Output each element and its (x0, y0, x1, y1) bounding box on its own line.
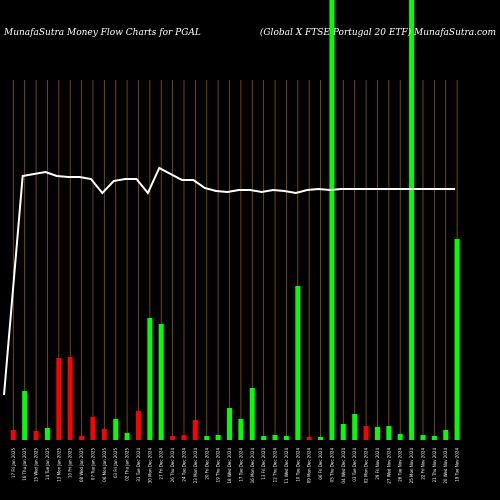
x-tick-label: 06 Mon Jan 2025 (102, 448, 107, 482)
money-flow-bar (192, 420, 198, 440)
money-flow-bar (56, 358, 62, 440)
money-flow-bar (227, 408, 233, 440)
x-tick-label: 19 Thu Dec 2024 (216, 448, 221, 483)
money-flow-bar (249, 388, 255, 440)
x-tick-label: 10 Fri Jan 2025 (68, 448, 73, 478)
money-flow-bar (204, 436, 210, 440)
money-flow-bar (90, 417, 96, 440)
money-flow-bar (170, 436, 176, 440)
x-tick-label: 30 Mon Dec 2024 (147, 448, 152, 484)
money-flow-bar (113, 419, 119, 440)
money-flow-bar (363, 426, 369, 440)
chart-title-left: MunafaSutra Money Flow Charts for PGAL (3, 28, 201, 38)
money-flow-bar (101, 429, 107, 440)
money-flow-bar (454, 239, 460, 440)
x-tick-label: 04 Wed Dec 2024 (341, 448, 346, 484)
money-flow-bar (352, 414, 358, 440)
x-tick-label: 13 Fri Dec 2024 (261, 448, 266, 480)
money-flow-bar (124, 433, 130, 440)
price-line-layer (3, 166, 456, 396)
price-line (3, 166, 456, 396)
money-flow-bar (158, 324, 164, 440)
money-flow-bar (272, 435, 278, 440)
money-flow-bar (147, 318, 153, 440)
x-tick-label: 17 Tue Dec 2024 (238, 448, 243, 482)
x-tick-label: 03 Tue Dec 2024 (352, 448, 357, 482)
x-tick-label: 16 Thu Jan 2025 (22, 448, 27, 481)
money-flow-bar (374, 427, 380, 440)
x-tick-label: 02 Mon Dec 2024 (364, 448, 369, 484)
x-tick-label: 03 Fri Jan 2025 (113, 448, 118, 478)
money-flow-bar (397, 434, 403, 440)
x-tick-label: 26 Thu Dec 2024 (170, 448, 175, 483)
x-tick-label: 24 Tue Dec 2024 (182, 448, 187, 482)
money-flow-bar (215, 435, 221, 440)
x-tick-label: 19 Tue Nov 2024 (455, 448, 460, 482)
x-tick-label: 25 Mon Nov 2024 (409, 448, 414, 484)
x-tick-label: 22 Fri Nov 2024 (420, 448, 425, 480)
x-tick-label: 20 Fri Dec 2024 (204, 448, 209, 480)
x-tick-label: 21 Thu Nov 2024 (432, 448, 437, 483)
money-flow-bar (340, 424, 346, 440)
x-tick-label: 18 Wed Dec 2024 (227, 448, 232, 484)
chart-title-right: (Global X FTSE Portugal 20 ETF) MunafaSu… (260, 27, 496, 38)
x-tick-label: 09 Mon Dec 2024 (307, 448, 312, 484)
x-tick-label: 15 Wed Jan 2025 (34, 448, 39, 482)
x-tick-labels: 17 Fri Jan 2025 16 Thu Jan 2025 15 Wed Jan… (11, 448, 460, 484)
money-flow-bar (443, 430, 449, 440)
money-flow-bars (10, 0, 460, 440)
money-flow-bar (261, 436, 267, 440)
money-flow-bar (181, 435, 187, 440)
x-tick-label: 17 Fri Jan 2025 (11, 448, 16, 478)
money-flow-bar (318, 437, 324, 440)
x-tick-label: 02 Thu Jan 2025 (125, 448, 130, 481)
x-tick-label: 07 Tue Jan 2025 (90, 448, 95, 481)
money-flow-bar (22, 391, 28, 440)
money-flow-bar (409, 0, 415, 440)
money-flow-bar (10, 430, 16, 440)
x-tick-label: 11 Wed Dec 2024 (284, 448, 289, 484)
x-tick-label: 12 Thu Dec 2024 (273, 448, 278, 483)
x-tick-label: 27 Fri Dec 2024 (159, 448, 164, 480)
money-flow-bar (238, 419, 244, 440)
x-tick-label: 16 Mon Dec 2024 (250, 448, 255, 484)
money-flow-bar (135, 411, 141, 440)
x-tick-label: 06 Fri Dec 2024 (318, 448, 323, 480)
money-flow-bar (295, 286, 301, 440)
x-tick-label: 29 Fri Nov 2024 (375, 448, 380, 480)
money-flow-bar (44, 428, 50, 440)
money-flow-bar (67, 357, 73, 440)
money-flow-bar (33, 431, 39, 440)
x-tick-label: 14 Tue Jan 2025 (45, 448, 50, 481)
x-tick-label: 10 Tue Dec 2024 (295, 448, 300, 482)
x-tick-label: 05 Thu Dec 2024 (329, 448, 334, 483)
money-flow-bar (283, 436, 289, 440)
money-flow-bar (420, 435, 426, 440)
x-tick-label: 31 Tue Dec 2024 (136, 448, 141, 482)
x-tick-label: 20 Wed Nov 2024 (443, 448, 448, 484)
money-flow-bar (79, 436, 85, 440)
money-flow-bar (386, 426, 392, 440)
x-tick-label: 27 Wed Nov 2024 (386, 448, 391, 484)
x-tick-label: 13 Mon Jan 2025 (56, 448, 61, 482)
money-flow-bar (329, 0, 335, 440)
x-tick-label: 08 Wed Jan 2025 (79, 448, 84, 482)
x-tick-label: 23 Mon Dec 2024 (193, 448, 198, 484)
money-flow-bar (306, 437, 312, 440)
x-tick-label: 26 Tue Nov 2024 (398, 448, 403, 482)
money-flow-bar (431, 436, 437, 440)
